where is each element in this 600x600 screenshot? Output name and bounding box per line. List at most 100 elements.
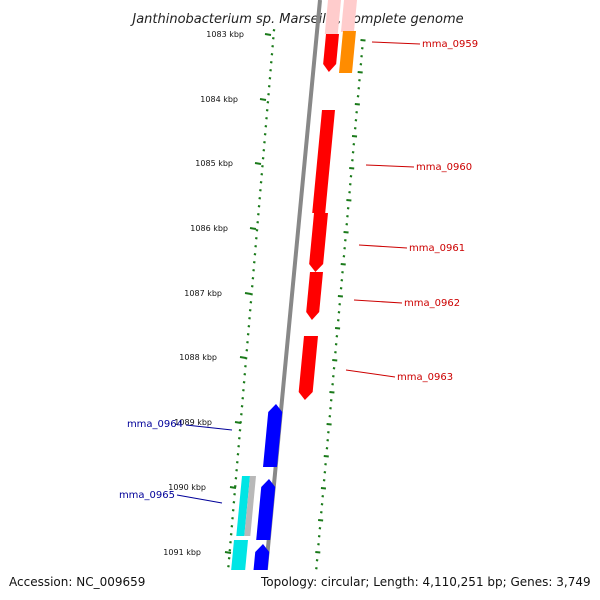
guide-dot (343, 231, 349, 234)
guide-dot (254, 245, 257, 248)
reverse-feature-cyan (236, 476, 250, 536)
guide-dot (267, 93, 270, 96)
guide-dot (317, 535, 321, 538)
guide-dot (315, 551, 321, 554)
guide-dot (342, 255, 346, 258)
guide-dot (233, 485, 237, 488)
gene-label[interactable]: mma_0962 (404, 298, 460, 309)
guide-dot (241, 397, 245, 400)
guide-dot (269, 69, 272, 72)
guide-dot (248, 309, 252, 312)
guide-dot (233, 493, 236, 496)
guide-dot (268, 77, 272, 80)
guide-dot (360, 39, 366, 42)
guide-dot (356, 95, 360, 98)
guide-dot (270, 53, 274, 56)
guide-dot (320, 503, 324, 506)
guide-dot (266, 101, 270, 104)
guide-dot (329, 399, 333, 402)
guide-dot (235, 469, 238, 472)
guide-dot (320, 511, 323, 514)
guide-dot (244, 357, 248, 360)
guide-dot (242, 389, 245, 392)
guide-dot (251, 277, 255, 280)
guide-dot (271, 37, 275, 40)
guide-dot (234, 477, 238, 480)
guide-dot (324, 463, 327, 466)
guide-dot (260, 173, 264, 176)
gene-label[interactable]: mma_0961 (409, 243, 465, 254)
guide-dot (232, 501, 236, 504)
gene-leader-line (365, 164, 415, 168)
forward-cds-arrow (298, 336, 318, 400)
guide-dot (231, 509, 235, 512)
footer-left-background (0, 570, 260, 600)
guide-dot (343, 247, 346, 250)
guide-dot (252, 261, 256, 264)
forward-feature-pale (340, 0, 357, 32)
guide-dot (340, 263, 346, 266)
ruler-tick (254, 162, 262, 165)
guide-dot (346, 207, 350, 210)
gene-leader-line (176, 494, 223, 504)
guide-dot (263, 141, 266, 144)
guide-dot (346, 215, 349, 218)
ruler-tick-label: 1086 kbp (190, 224, 228, 233)
guide-dot (244, 365, 247, 368)
gene-leader-line (358, 244, 408, 249)
map-title: Janthinobacterium sp. Marseille, complet… (129, 12, 463, 27)
guide-dot (263, 133, 267, 136)
guide-dot (337, 295, 343, 298)
guide-dot (332, 359, 338, 362)
reverse-cds-arrow (256, 479, 276, 540)
guide-dot (228, 549, 232, 552)
guide-dot (252, 269, 255, 272)
ruler-tick (259, 98, 267, 101)
guide-dot (348, 183, 352, 186)
ruler-tick (249, 227, 257, 230)
guide-dot (227, 565, 230, 568)
gene-label[interactable]: mma_0959 (422, 39, 478, 50)
ruler-tick-label: 1087 kbp (184, 289, 222, 298)
guide-dot (327, 431, 330, 434)
guide-dot (230, 525, 234, 528)
guide-dot (328, 415, 332, 418)
gene-labels: mma_0959 mma_0960 mma_0961 mma_0962 mma_0963… (119, 39, 478, 504)
guide-dot (267, 85, 271, 88)
ruler-tick-label: 1090 kbp (168, 483, 206, 492)
guide-dot (358, 79, 361, 82)
forward-cds-arrow (306, 272, 323, 320)
guide-dot (345, 223, 349, 226)
guide-dot (334, 327, 341, 330)
guide-dot (236, 453, 240, 456)
guide-dot (258, 197, 262, 200)
gene-label[interactable]: mma_0964 (127, 419, 183, 430)
guide-dot (247, 325, 251, 328)
gene-label[interactable]: mma_0965 (119, 490, 175, 501)
guide-dot (237, 445, 240, 448)
guide-dot (332, 367, 336, 370)
topology-text: Topology: circular; Length: 4,110,251 bp… (260, 575, 591, 589)
guide-dot (318, 527, 322, 530)
reverse-cds-arrow (263, 404, 283, 467)
guide-dot (240, 413, 243, 416)
gene-label[interactable]: mma_0960 (416, 162, 472, 173)
guide-dot (351, 151, 355, 154)
ruler-tick-label: 1084 kbp (200, 95, 238, 104)
guide-dot (261, 157, 265, 160)
gene-leader-line (371, 41, 421, 45)
forward-feature-pale (324, 0, 341, 34)
ruler-tick (224, 551, 232, 554)
guide-dot (257, 213, 260, 216)
guide-dot (340, 279, 344, 282)
guide-dot (331, 383, 334, 386)
gene-leader-line (353, 299, 403, 304)
guide-dot (235, 461, 239, 464)
ruler-tick-label: 1083 kbp (206, 30, 244, 39)
guide-dot (323, 471, 327, 474)
gene-label[interactable]: mma_0963 (397, 372, 453, 383)
guide-dot (338, 303, 342, 306)
guide-dot (332, 375, 335, 378)
gray-feature (244, 476, 256, 536)
